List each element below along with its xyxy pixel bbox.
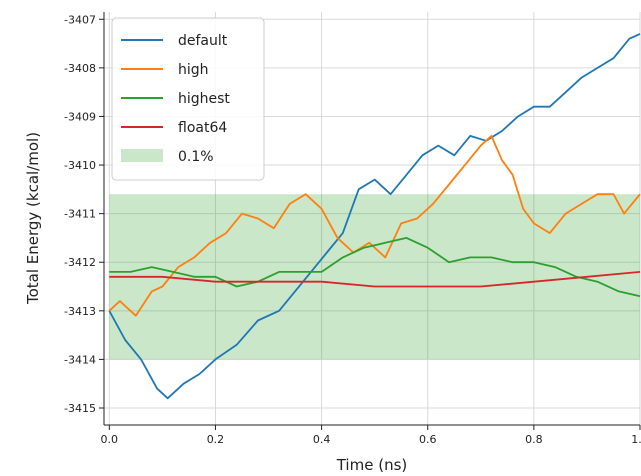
legend-frame — [111, 17, 265, 181]
x-tick-label: 0.0 — [101, 433, 119, 446]
y-tick-label: -3407 — [64, 13, 96, 26]
y-tick-label: -3412 — [64, 256, 96, 269]
x-tick-label: 0.8 — [525, 433, 543, 446]
y-tick-label: -3414 — [64, 353, 96, 366]
x-tick-label: 0.2 — [207, 433, 225, 446]
y-tick-label: -3415 — [64, 402, 96, 415]
legend-label: 0.1% — [178, 149, 214, 165]
x-tick-label: 1.0 — [631, 433, 641, 446]
x-axis-label: Time (ns) — [336, 456, 408, 474]
x-ticks: 0.0 0.2 0.4 0.6 0.8 1.0 — [101, 425, 641, 446]
y-ticks: -3407 -3408 -3409 -3410 -3411 -3412 -3413 -3414… — [64, 13, 104, 415]
legend-swatch-band — [121, 149, 163, 162]
y-tick-label: -3408 — [64, 62, 96, 75]
series-lines — [108, 33, 641, 400]
series-line-highest — [109, 236, 641, 298]
series-line-float64 — [109, 271, 641, 288]
y-axis-label: Total Energy (kcal/mol) — [24, 132, 42, 305]
legend: default high highest float64 0.1% — [111, 17, 265, 181]
y-tick-label: -3411 — [64, 208, 96, 221]
legend-label: default — [178, 33, 228, 49]
axes — [103, 12, 640, 426]
legend-label: highest — [178, 91, 230, 107]
series-line-default — [108, 33, 641, 400]
x-tick-label: 0.6 — [419, 433, 437, 446]
y-tick-label: -3409 — [64, 110, 96, 123]
x-tick-label: 0.4 — [313, 433, 331, 446]
legend-label: high — [178, 62, 209, 78]
series-line-high — [108, 134, 641, 317]
legend-label: float64 — [178, 120, 227, 136]
y-tick-label: -3410 — [64, 159, 96, 172]
y-tick-label: -3413 — [64, 305, 96, 318]
